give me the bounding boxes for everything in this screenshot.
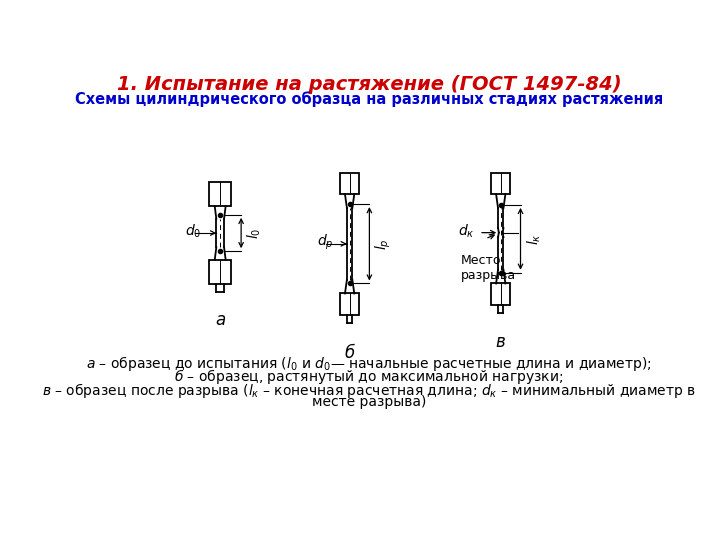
- Text: $в$ – образец после разрыва ($l_к$ – конечная расчетная длина; $d_к$ – минимальн: $в$ – образец после разрыва ($l_к$ – кон…: [42, 381, 696, 400]
- Text: $d_р$: $d_р$: [317, 233, 333, 252]
- Text: $d_0$: $d_0$: [185, 223, 202, 240]
- Text: $б$ – образец, растянутый до максимальной нагрузки;: $б$ – образец, растянутый до максимально…: [174, 367, 564, 387]
- Bar: [210, 260, 231, 284]
- Bar: [491, 284, 510, 305]
- Text: $l_к$: $l_к$: [525, 233, 543, 245]
- Text: $l_р$: $l_р$: [374, 238, 393, 249]
- Text: $l_0$: $l_0$: [246, 227, 264, 239]
- Bar: [340, 294, 359, 315]
- Text: Место
разрыва: Место разрыва: [461, 254, 516, 282]
- Text: $а$ – образец до испытания ($l_0$ и $d_0$— начальные расчетные длина и диаметр);: $а$ – образец до испытания ($l_0$ и $d_0…: [86, 354, 652, 373]
- Text: а: а: [215, 311, 225, 329]
- Text: Схемы цилиндрического образца на различных стадиях растяжения: Схемы цилиндрического образца на различн…: [75, 92, 663, 107]
- Bar: [210, 182, 231, 206]
- Text: $d_к$: $d_к$: [458, 222, 474, 240]
- Text: месте разрыва): месте разрыва): [312, 395, 426, 409]
- Bar: [340, 173, 359, 194]
- Bar: [491, 173, 510, 194]
- Text: 1. Испытание на растяжение (ГОСТ 1497-84): 1. Испытание на растяжение (ГОСТ 1497-84…: [117, 75, 621, 94]
- Text: в: в: [496, 333, 505, 351]
- Text: б: б: [344, 343, 355, 362]
